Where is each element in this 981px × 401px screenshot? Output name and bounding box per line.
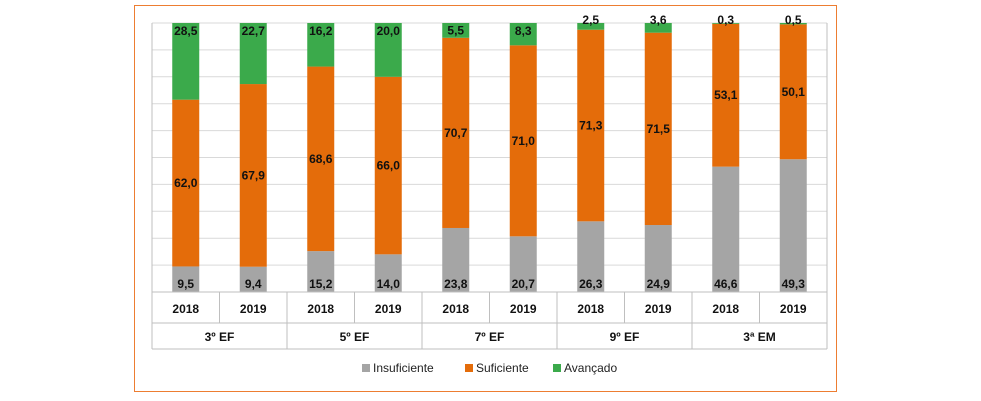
data-label: 15,2 — [309, 277, 333, 291]
bar-segment-avançado — [374, 23, 402, 77]
bar-segment-suficiente — [374, 76, 402, 255]
legend-swatch — [553, 364, 561, 372]
bar-segment-insuficiente — [307, 251, 335, 292]
data-label: 2,5 — [582, 13, 599, 27]
legend-label: Avançado — [564, 361, 617, 375]
legend-label: Suficiente — [476, 361, 529, 375]
data-label: 20,7 — [512, 277, 536, 291]
data-label: 46,6 — [714, 277, 738, 291]
bar-segment-insuficiente — [712, 166, 740, 292]
group-label: 7º EF — [475, 330, 505, 344]
bar-segment-insuficiente — [442, 227, 470, 292]
data-label: 70,7 — [444, 126, 468, 140]
bar-segment-avançado — [239, 23, 267, 85]
data-label: 14,0 — [377, 277, 401, 291]
bar-segment-avançado — [307, 23, 335, 67]
group-label: 9º EF — [610, 330, 640, 344]
data-label: 26,3 — [579, 277, 603, 291]
year-label: 2018 — [442, 302, 469, 316]
bar-segment-avançado — [509, 23, 537, 46]
data-label: 71,0 — [512, 134, 536, 148]
data-label: 0,3 — [717, 13, 734, 27]
year-label: 2018 — [307, 302, 334, 316]
data-label: 0,5 — [785, 13, 802, 27]
data-label: 71,3 — [579, 119, 603, 133]
data-label: 67,9 — [242, 168, 266, 182]
data-label: 23,8 — [444, 277, 468, 291]
data-label: 66,0 — [377, 159, 401, 173]
data-label: 28,5 — [174, 24, 198, 38]
data-label: 20,0 — [377, 24, 401, 38]
data-label: 50,1 — [782, 85, 806, 99]
bar-segment-insuficiente — [239, 266, 267, 292]
bar-segment-avançado — [172, 23, 200, 100]
data-label: 62,0 — [174, 176, 198, 190]
bar-segment-suficiente — [239, 84, 267, 267]
bar-segment-avançado — [712, 23, 740, 24]
bar-segment-suficiente — [307, 66, 335, 252]
data-label: 3,6 — [650, 13, 667, 27]
legend-swatch — [465, 364, 473, 372]
bar-segment-suficiente — [509, 45, 537, 237]
bar-segment-avançado — [577, 23, 605, 30]
group-label: 5º EF — [340, 330, 370, 344]
group-label: 3ª EM — [743, 330, 775, 344]
legend-label: Insuficiente — [373, 361, 434, 375]
data-label: 9,5 — [177, 277, 194, 291]
data-label: 71,5 — [647, 122, 671, 136]
data-label: 68,6 — [309, 152, 333, 166]
data-label: 53,1 — [714, 88, 738, 102]
year-label: 2018 — [712, 302, 739, 316]
bar-segment-suficiente — [172, 99, 200, 267]
bar-segment-avançado — [442, 23, 470, 38]
bar-segment-insuficiente — [172, 266, 200, 292]
data-label: 9,4 — [245, 277, 262, 291]
year-label: 2019 — [780, 302, 807, 316]
group-label: 3º EF — [205, 330, 235, 344]
bar-segment-suficiente — [779, 24, 807, 160]
bar-segment-avançado — [644, 23, 672, 33]
year-label: 2018 — [577, 302, 604, 316]
data-label: 24,9 — [647, 277, 671, 291]
data-label: 16,2 — [309, 24, 333, 38]
bar-segment-insuficiente — [577, 221, 605, 292]
year-label: 2019 — [645, 302, 672, 316]
bar-segment-insuficiente — [644, 225, 672, 292]
data-label: 5,5 — [447, 23, 464, 37]
year-label: 2018 — [172, 302, 199, 316]
year-label: 2019 — [510, 302, 537, 316]
data-label: 8,3 — [515, 24, 532, 38]
bar-segment-suficiente — [644, 32, 672, 226]
bar-segment-insuficiente — [374, 254, 402, 292]
bar-segment-suficiente — [577, 29, 605, 222]
bar-segment-insuficiente — [779, 159, 807, 292]
bar-segment-suficiente — [712, 23, 740, 167]
year-label: 2019 — [240, 302, 267, 316]
data-label: 49,3 — [782, 277, 806, 291]
data-label: 22,7 — [242, 24, 266, 38]
bar-segment-insuficiente — [509, 236, 537, 292]
year-label: 2019 — [375, 302, 402, 316]
legend-swatch — [362, 364, 370, 372]
bar-segment-suficiente — [442, 37, 470, 228]
bar-segment-avançado — [779, 23, 807, 25]
